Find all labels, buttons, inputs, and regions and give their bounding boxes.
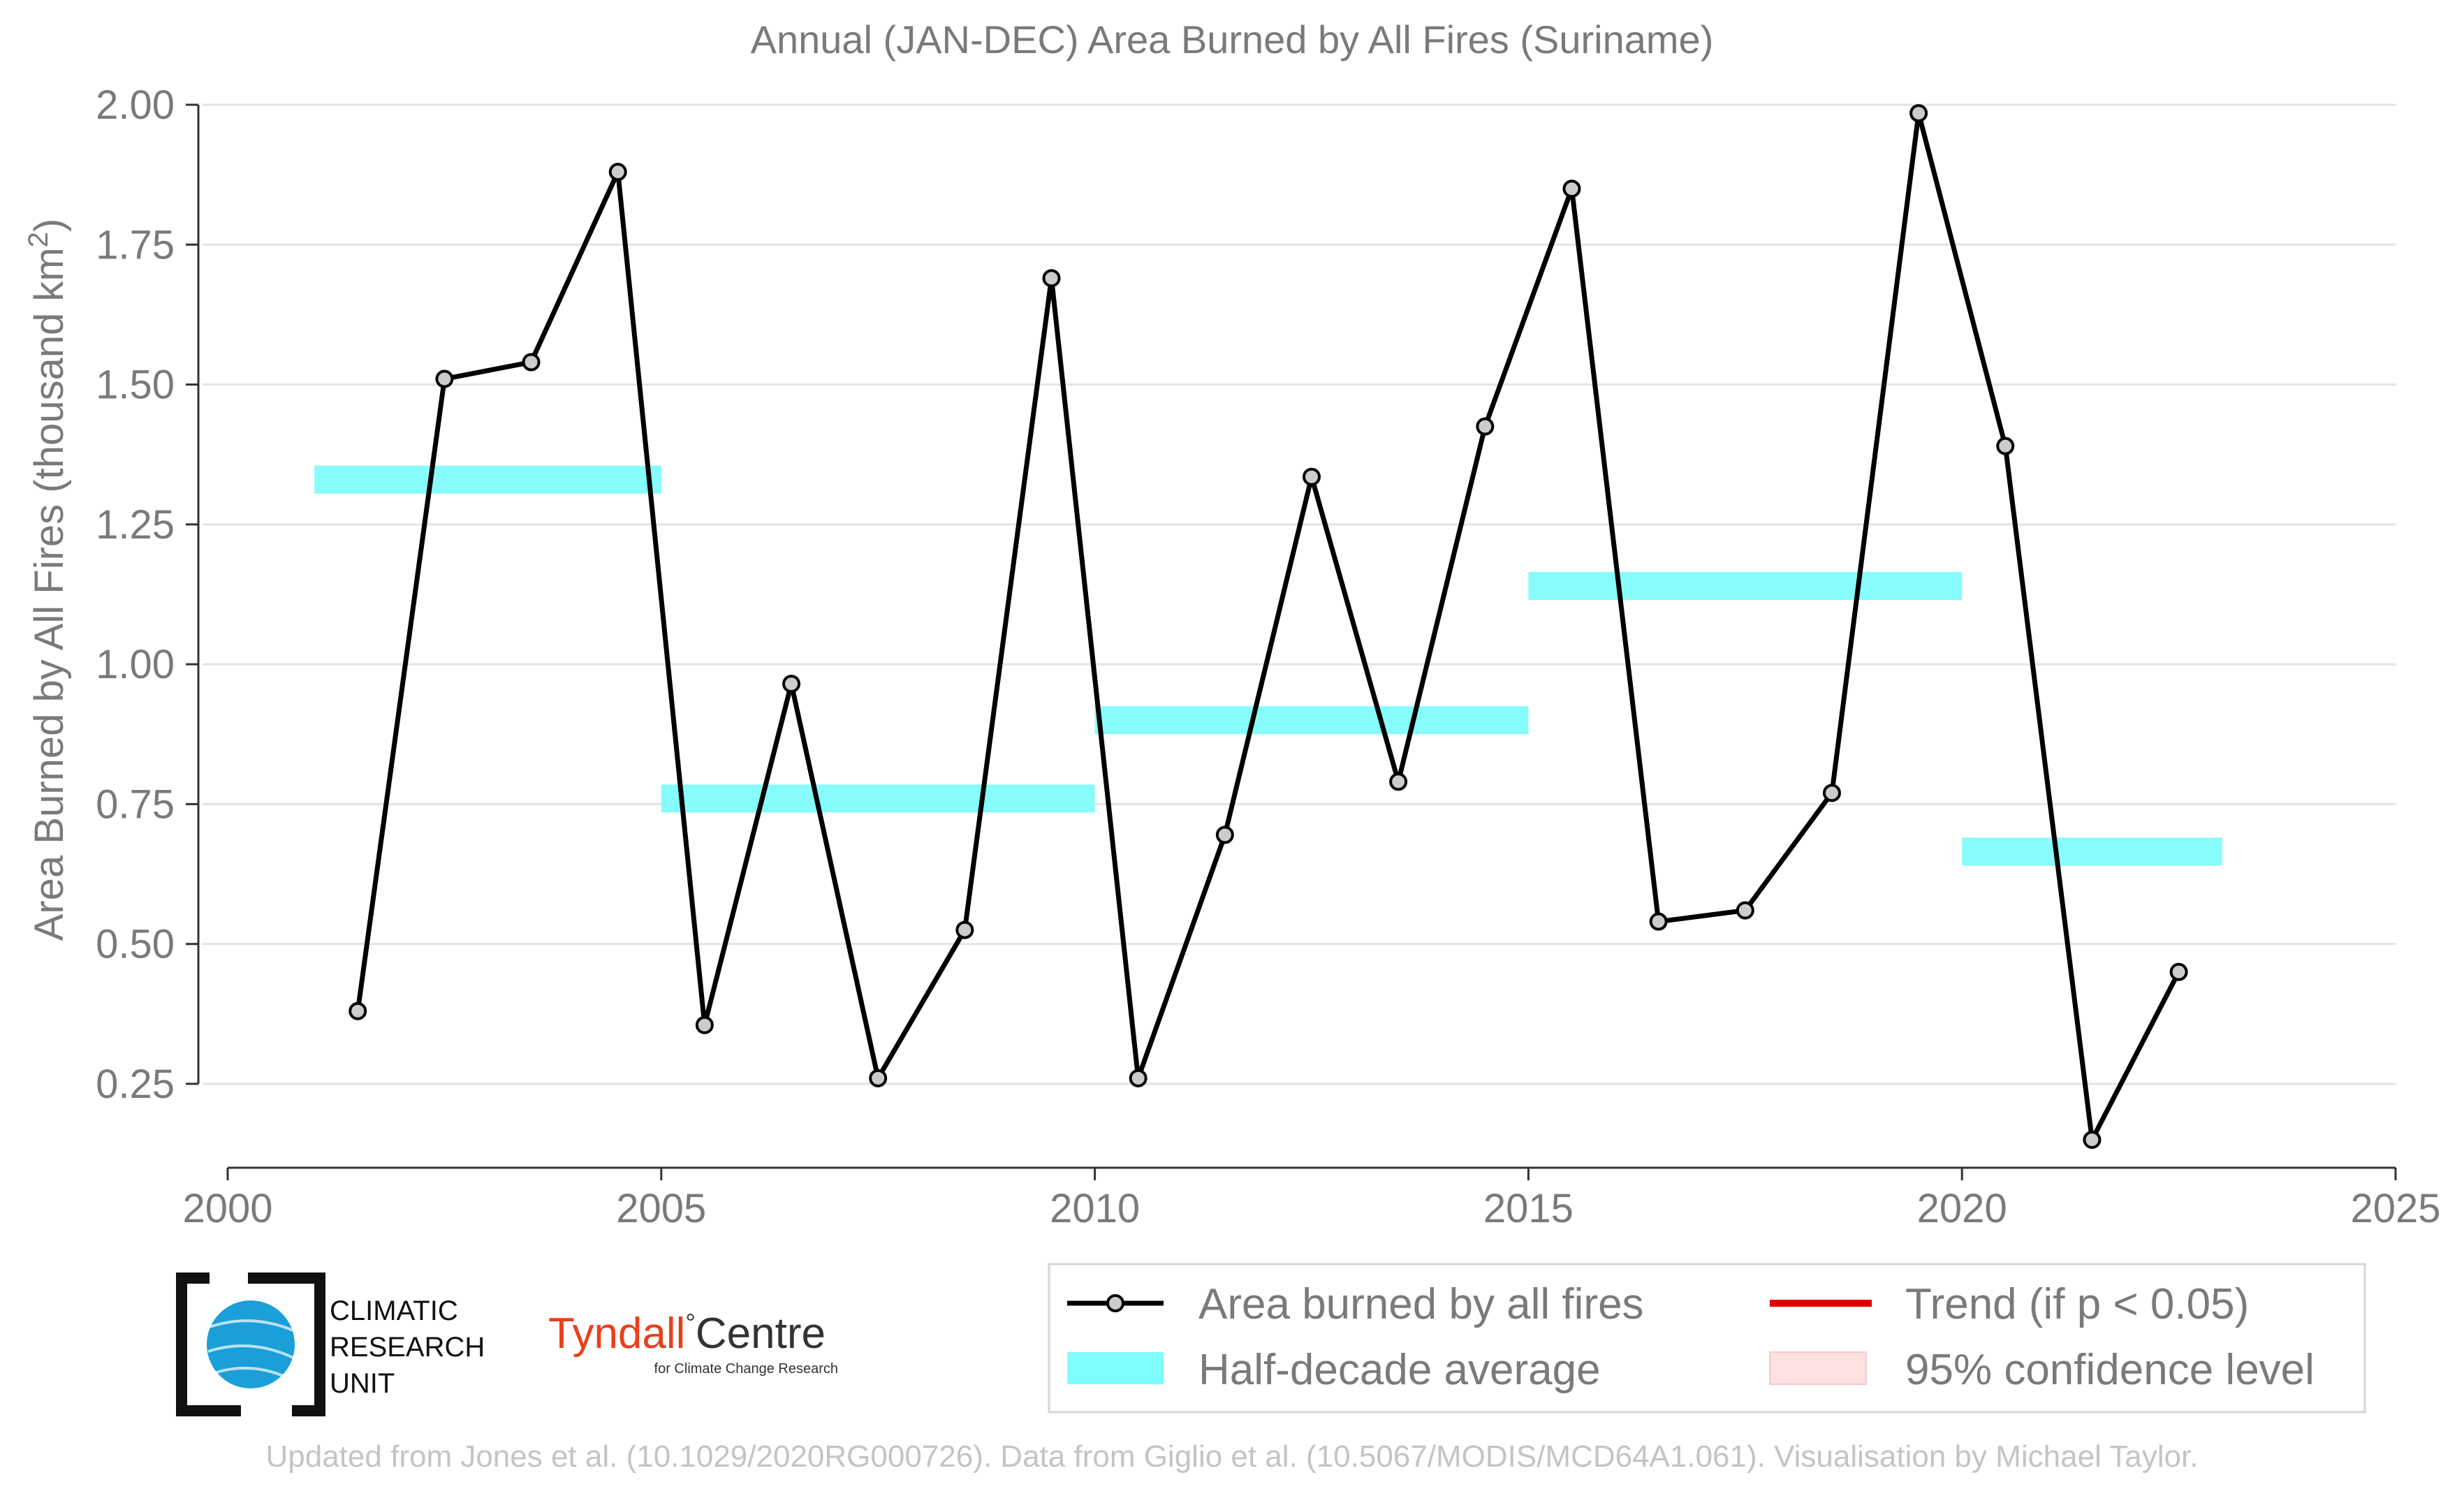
half-decade-average-band [1528, 571, 1963, 600]
x-tick-label: 2005 [616, 1186, 706, 1231]
data-point [2083, 1130, 2102, 1149]
data-point [349, 1002, 367, 1020]
cru-logo-globe-line [209, 1319, 294, 1332]
data-point [695, 1015, 714, 1034]
x-tick-label: 2000 [182, 1186, 272, 1231]
y-tick-label: 1.50 [96, 362, 175, 408]
chart-title: Annual (JAN-DEC) Area Burned by All Fire… [751, 17, 1714, 61]
x-tick-label: 2020 [1917, 1186, 2007, 1231]
cru-logo-globe-line [216, 1366, 287, 1379]
cru-logo-bracket-right [248, 1272, 325, 1416]
y-tick-label: 0.50 [96, 922, 175, 967]
legend-label-half-decade: Half-decade average [1198, 1346, 1601, 1394]
tyndall-logo: Tyndall°Centre for Climate Change Resear… [548, 1308, 838, 1377]
data-point [1215, 826, 1234, 844]
data-point [1389, 772, 1408, 791]
half-decade-average-band [1962, 837, 2222, 866]
data-point [1562, 179, 1581, 198]
x-tick-label: 2025 [2350, 1186, 2440, 1231]
tyndall-logo-centre: Centre [696, 1310, 826, 1358]
y-axis-label: Area Burned by All Fires (thousand km2) [23, 219, 72, 941]
cru-logo-text-line-1: CLIMATIC [330, 1296, 458, 1326]
y-tick-label: 0.75 [96, 782, 175, 827]
data-point [522, 353, 541, 372]
data-point [1822, 784, 1841, 802]
y-tick-label: 0.25 [96, 1062, 175, 1107]
half-decade-average-band [661, 784, 1095, 813]
half-decade-average-layer [314, 465, 2222, 866]
cru-logo-text-line-2: RESEARCH [330, 1332, 485, 1363]
data-point [1303, 467, 1321, 486]
data-point [869, 1069, 888, 1087]
legend-swatch-half-decade [1067, 1352, 1164, 1384]
cru-logo-text-line-3: UNIT [330, 1368, 395, 1399]
data-point [608, 163, 627, 182]
data-point [1736, 901, 1754, 920]
data-point [1129, 1069, 1147, 1087]
legend-label-area-burned: Area burned by all fires [1198, 1280, 1644, 1328]
axes-layer [186, 103, 2397, 1180]
legend: Area burned by all fires Trend (if p < 0… [1048, 1263, 2366, 1414]
data-point [1476, 417, 1495, 436]
legend-label-confidence: 95% confidence level [1905, 1346, 2315, 1394]
tyndall-logo-wordmark: Tyndall°Centre [548, 1308, 826, 1358]
y-axis-label-superscript: 2 [23, 232, 54, 247]
cru-logo: CLIMATIC RESEARCH UNIT [176, 1272, 485, 1416]
half-decade-average-band [314, 465, 661, 494]
data-point [782, 675, 801, 694]
tyndall-logo-main: Tyndall [548, 1310, 685, 1358]
legend-label-trend: Trend (if p < 0.05) [1905, 1280, 2249, 1328]
series-layer [349, 104, 2188, 1149]
cru-logo-bracket-left [176, 1272, 241, 1416]
data-point [1909, 104, 1928, 123]
y-axis-label-suffix: ) [27, 219, 72, 232]
series-line-area-burned [355, 110, 2181, 1143]
data-point [1649, 912, 1668, 931]
tyndall-logo-degree: ° [685, 1308, 695, 1337]
tick-labels-layer: 0.25 0.50 0.75 1.00 1.25 1.50 1.75 2.00 2000 2005… [96, 82, 2440, 1231]
data-point [1042, 269, 1061, 288]
cru-logo-globe-line [207, 1344, 295, 1360]
y-tick-label: 1.00 [96, 642, 175, 687]
half-decade-average-band [1094, 706, 1529, 735]
legend-box [1048, 1263, 2366, 1414]
data-point [2169, 962, 2188, 981]
y-tick-label: 1.25 [96, 502, 175, 548]
legend-swatch-confidence [1769, 1351, 1867, 1385]
x-tick-label: 2015 [1483, 1186, 1574, 1231]
y-axis-label-main: Area Burned by All Fires (thousand km [27, 247, 72, 941]
y-tick-label: 2.00 [96, 82, 175, 128]
tyndall-logo-subtitle: for Climate Change Research [654, 1361, 838, 1377]
x-tick-label: 2010 [1050, 1186, 1140, 1231]
legend-swatch-area-burned-marker [1106, 1294, 1124, 1312]
data-point [955, 920, 974, 939]
footer-credits: Updated from Jones et al. (10.1029/2020R… [266, 1439, 2199, 1474]
data-point [1996, 437, 2015, 455]
y-tick-label: 1.75 [96, 222, 175, 267]
data-point [435, 369, 454, 388]
